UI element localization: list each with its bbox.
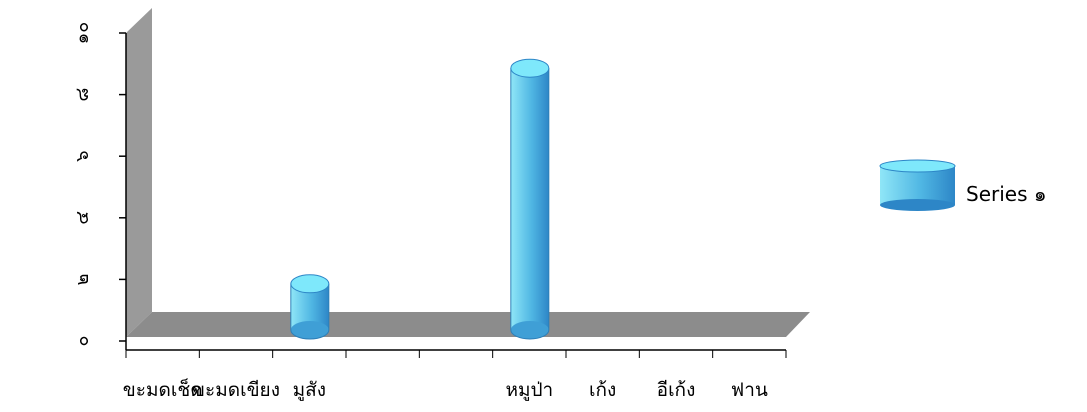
y-tick-label: ๔ <box>72 211 93 225</box>
bar-series <box>291 59 549 339</box>
x-category-label: ขะมดเช็ด <box>123 377 203 401</box>
bar-top <box>511 59 549 77</box>
x-axis-ticks <box>126 350 786 358</box>
y-tick-label: ๑๐ <box>72 22 93 44</box>
y-tick-label: ๐ <box>72 336 93 347</box>
x-category-label: เก้ง <box>589 379 616 401</box>
bar-cylinder <box>511 59 549 339</box>
legend: Series ๑ <box>880 160 1047 211</box>
legend-swatch-bottom <box>880 199 955 211</box>
bar-cylinder <box>291 275 329 339</box>
y-tick-label: ๖ <box>72 150 93 161</box>
x-category-label: หมูป่า <box>505 379 553 401</box>
y-axis-ticks: ๐ ๒ ๔ ๖ ๘ ๑๐ <box>72 22 126 347</box>
bar-body <box>511 68 549 330</box>
chart-floor <box>126 312 810 337</box>
y-tick-label: ๒ <box>72 273 93 285</box>
chart-back-wall <box>126 8 152 337</box>
legend-label: Series ๑ <box>966 182 1047 206</box>
y-tick-label: ๘ <box>72 88 93 102</box>
x-category-label: ขะมดเขียง <box>192 379 280 401</box>
legend-swatch-top <box>880 160 955 172</box>
x-category-label: มูสัง <box>293 379 326 401</box>
bar-top <box>291 275 329 293</box>
x-category-label: ฟาน <box>731 379 768 401</box>
x-category-label: อีเก้ง <box>657 379 696 401</box>
